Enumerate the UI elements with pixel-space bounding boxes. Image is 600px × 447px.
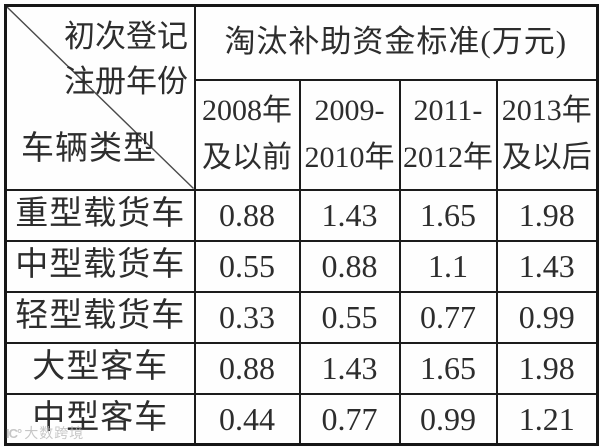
row-label-medium-bus: 中型客车 [4, 392, 196, 446]
value-cell: 1.43 [495, 239, 599, 293]
column-header-line: 2010年 [304, 140, 395, 174]
value-cell: 1.43 [298, 188, 401, 242]
column-header-line: 2011- [413, 94, 483, 127]
value-cell: 0.44 [193, 392, 301, 446]
header-row-years: 2008年 及以前 2009- 2010年 2011- 2012年 2013年 … [6, 78, 599, 191]
value-cell: 1.21 [495, 392, 599, 446]
value-cell: 0.88 [298, 239, 401, 293]
column-header-2009-2010: 2009- 2010年 [298, 78, 401, 191]
column-header-2008-and-before: 2008年 及以前 [193, 78, 301, 191]
corner-row-axis-label: 车辆类型 [21, 131, 157, 168]
subsidy-standards-table: 初次登记 注册年份 车辆类型 淘汰补助资金标准(万元) 2008年 及以前 20… [4, 4, 600, 446]
column-header-2013-and-after: 2013年 及以后 [495, 78, 599, 191]
value-cell: 0.55 [193, 239, 301, 293]
value-cell: 1.98 [495, 341, 599, 395]
column-header-line: 2008年 [202, 94, 292, 127]
value-cell: 1.98 [495, 188, 599, 242]
column-header-line: 2012年 [403, 140, 493, 174]
table-row: 中型客车 0.44 0.77 0.99 1.21 [4, 392, 599, 446]
row-label-light-truck: 轻型载货车 [4, 290, 196, 344]
corner-column-axis-line2: 注册年份 [64, 63, 188, 99]
value-cell: 0.88 [193, 341, 301, 395]
value-cell: 1.65 [398, 188, 498, 242]
value-cell: 0.99 [495, 290, 599, 344]
row-label-medium-truck: 中型载货车 [4, 239, 196, 293]
table-row: 轻型载货车 0.33 0.55 0.77 0.99 [4, 290, 599, 344]
corner-column-axis-label: 初次登记 注册年份 [59, 15, 193, 105]
value-cell: 0.77 [398, 290, 498, 344]
value-cell: 1.65 [398, 341, 498, 395]
column-header-line: 2009- [314, 94, 385, 127]
value-cell: 0.77 [298, 392, 401, 446]
value-cell: 0.99 [398, 392, 498, 446]
value-cell: 0.88 [193, 188, 301, 242]
table-row: 中型载货车 0.55 0.88 1.1 1.43 [4, 239, 599, 293]
value-cell: 0.55 [298, 290, 401, 344]
value-cell: 1.43 [298, 341, 401, 395]
table-row: 大型客车 0.88 1.43 1.65 1.98 [4, 341, 599, 395]
corner-cell: 初次登记 注册年份 车辆类型 [4, 4, 196, 191]
corner-column-axis-line1: 初次登记 [64, 19, 188, 54]
column-header-line: 2013年 [501, 94, 592, 127]
column-header-line: 及以前 [202, 140, 292, 174]
header-row-title: 初次登记 注册年份 车辆类型 淘汰补助资金标准(万元) [4, 4, 599, 191]
value-cell: 1.1 [398, 239, 498, 293]
column-header-line: 及以后 [501, 140, 592, 174]
table-title-cell: 淘汰补助资金标准(万元) [193, 4, 599, 81]
table-row: 重型载货车 0.88 1.43 1.65 1.98 [4, 188, 599, 242]
diagonal-divider-line [7, 7, 194, 189]
row-label-heavy-truck: 重型载货车 [4, 188, 196, 242]
value-cell: 0.33 [193, 290, 301, 344]
row-label-large-bus: 大型客车 [4, 341, 196, 395]
column-header-2011-2012: 2011- 2012年 [398, 78, 498, 191]
